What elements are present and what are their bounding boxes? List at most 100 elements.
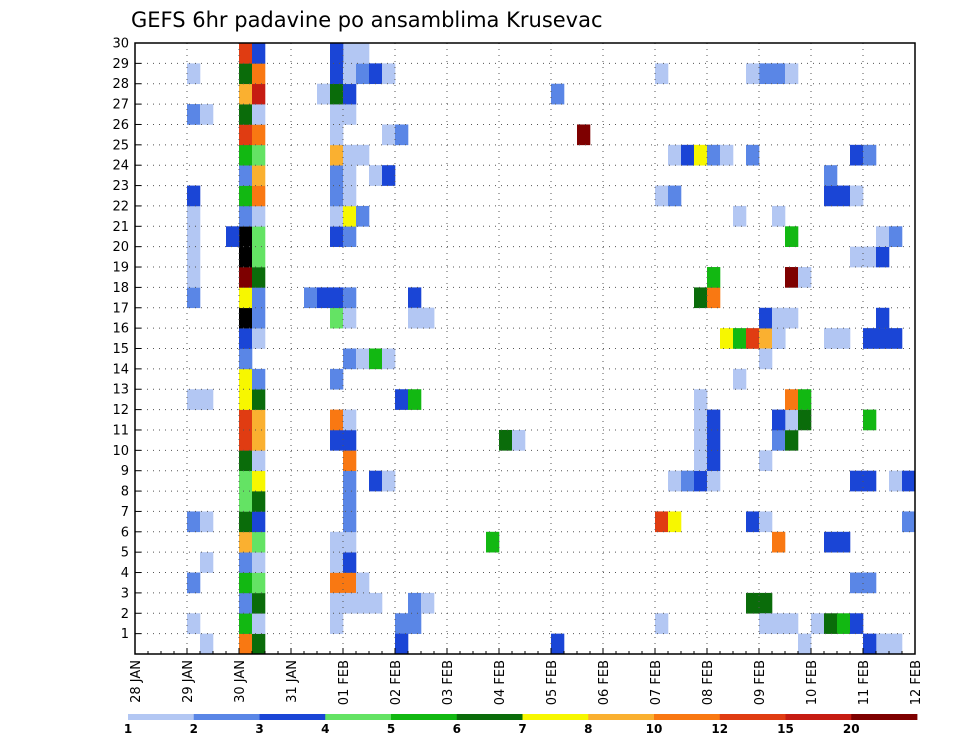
heatmap-cell bbox=[187, 185, 201, 207]
heatmap-cell bbox=[694, 429, 708, 451]
y-tick-label: 10 bbox=[112, 444, 129, 459]
heatmap-cell bbox=[876, 307, 890, 329]
heatmap-cell bbox=[798, 267, 812, 288]
heatmap-cell bbox=[395, 389, 409, 410]
colorbar-swatch bbox=[719, 714, 786, 720]
heatmap-cell bbox=[707, 450, 721, 471]
heatmap-cell bbox=[759, 511, 773, 533]
colorbar-label: 4 bbox=[321, 722, 329, 736]
y-tick-label: 4 bbox=[121, 566, 129, 581]
heatmap-cell bbox=[668, 511, 682, 533]
heatmap-cell bbox=[733, 368, 747, 390]
heatmap-cell bbox=[200, 552, 214, 573]
heatmap-cell bbox=[239, 531, 253, 553]
x-tick-label: 06 FEB bbox=[597, 660, 612, 705]
heatmap-cell bbox=[226, 226, 240, 247]
heatmap-cell bbox=[369, 470, 383, 492]
heatmap-cell bbox=[356, 63, 370, 85]
heatmap-cell bbox=[252, 409, 266, 431]
heatmap-cell bbox=[889, 328, 903, 349]
heatmap-cell bbox=[785, 63, 799, 85]
heatmap-cell bbox=[239, 572, 253, 594]
heatmap-cell bbox=[408, 613, 422, 634]
heatmap-cell bbox=[343, 165, 357, 186]
heatmap-cell bbox=[187, 226, 201, 247]
heatmap-cell bbox=[551, 633, 565, 655]
heatmap-cell bbox=[759, 348, 773, 370]
heatmap-cell bbox=[356, 144, 370, 166]
heatmap-cell bbox=[746, 144, 760, 166]
colorbar-label: 20 bbox=[843, 722, 860, 736]
heatmap-cell bbox=[720, 144, 734, 166]
y-tick-label: 27 bbox=[112, 98, 129, 113]
heatmap-cell bbox=[239, 348, 253, 370]
colorbar-swatch bbox=[259, 714, 326, 720]
heatmap-cell bbox=[187, 63, 201, 85]
heatmap-cell bbox=[356, 348, 370, 370]
heatmap-cell bbox=[252, 144, 266, 166]
heatmap-cell bbox=[330, 205, 344, 227]
heatmap-cell bbox=[343, 470, 357, 492]
x-tick-label: 04 FEB bbox=[493, 660, 508, 705]
heatmap-cell bbox=[330, 307, 344, 329]
colorbar-swatch bbox=[325, 714, 392, 720]
heatmap-cell bbox=[694, 450, 708, 471]
heatmap-cell bbox=[330, 592, 344, 614]
heatmap-cell bbox=[330, 226, 344, 247]
y-tick-label: 17 bbox=[112, 301, 129, 316]
heatmap-cell bbox=[330, 83, 344, 105]
x-tick-label: 10 FEB bbox=[805, 660, 820, 705]
heatmap-cell bbox=[798, 389, 812, 410]
heatmap-cell bbox=[343, 491, 357, 512]
y-tick-label: 1 bbox=[121, 627, 129, 642]
heatmap-cell bbox=[252, 429, 266, 451]
heatmap-cell bbox=[668, 470, 682, 492]
heatmap-cell bbox=[772, 613, 786, 634]
heatmap-cell bbox=[707, 267, 721, 288]
heatmap-cell bbox=[252, 267, 266, 288]
heatmap-cell bbox=[239, 104, 253, 125]
heatmap-cell bbox=[252, 165, 266, 186]
heatmap-cell bbox=[863, 409, 877, 431]
heatmap-cell bbox=[343, 592, 357, 614]
heatmap-cell bbox=[252, 104, 266, 125]
heatmap-cell bbox=[187, 572, 201, 594]
heatmap-cell bbox=[707, 409, 721, 431]
heatmap-cell bbox=[187, 389, 201, 410]
heatmap-cell bbox=[512, 429, 526, 451]
y-tick-label: 13 bbox=[112, 383, 129, 398]
heatmap-cell bbox=[785, 429, 799, 451]
x-tick-label: 29 JAN bbox=[181, 660, 196, 703]
heatmap-cell bbox=[252, 450, 266, 471]
heatmap-cell bbox=[408, 389, 422, 410]
heatmap-cell bbox=[408, 592, 422, 614]
heatmap-cell bbox=[863, 572, 877, 594]
heatmap-cell bbox=[304, 287, 318, 309]
colorbar-label: 7 bbox=[518, 722, 526, 736]
y-tick-label: 30 bbox=[112, 37, 129, 52]
y-tick-label: 25 bbox=[112, 138, 129, 153]
heatmap-cell bbox=[824, 531, 838, 553]
heatmap-cell bbox=[187, 511, 201, 533]
heatmap-cell bbox=[889, 633, 903, 655]
heatmap-cell bbox=[772, 409, 786, 431]
heatmap-cell bbox=[356, 205, 370, 227]
heatmap-cell bbox=[707, 144, 721, 166]
heatmap-cell bbox=[759, 328, 773, 349]
heatmap-cell bbox=[252, 531, 266, 553]
heatmap-cell bbox=[759, 450, 773, 471]
heatmap-cell bbox=[239, 43, 253, 64]
x-tick-label: 28 JAN bbox=[129, 660, 144, 703]
heatmap-cell bbox=[252, 328, 266, 349]
heatmap-cell bbox=[759, 63, 773, 85]
heatmap-cell bbox=[187, 613, 201, 634]
y-tick-label: 15 bbox=[112, 342, 129, 357]
heatmap-cell bbox=[772, 307, 786, 329]
heatmap-cell bbox=[187, 287, 201, 309]
grid-lines bbox=[135, 43, 915, 654]
colorbar-swatch bbox=[654, 714, 721, 720]
heatmap-cell bbox=[330, 531, 344, 553]
heatmap-cell bbox=[330, 368, 344, 390]
heatmap-cell bbox=[252, 83, 266, 105]
heatmap-cell bbox=[239, 552, 253, 573]
